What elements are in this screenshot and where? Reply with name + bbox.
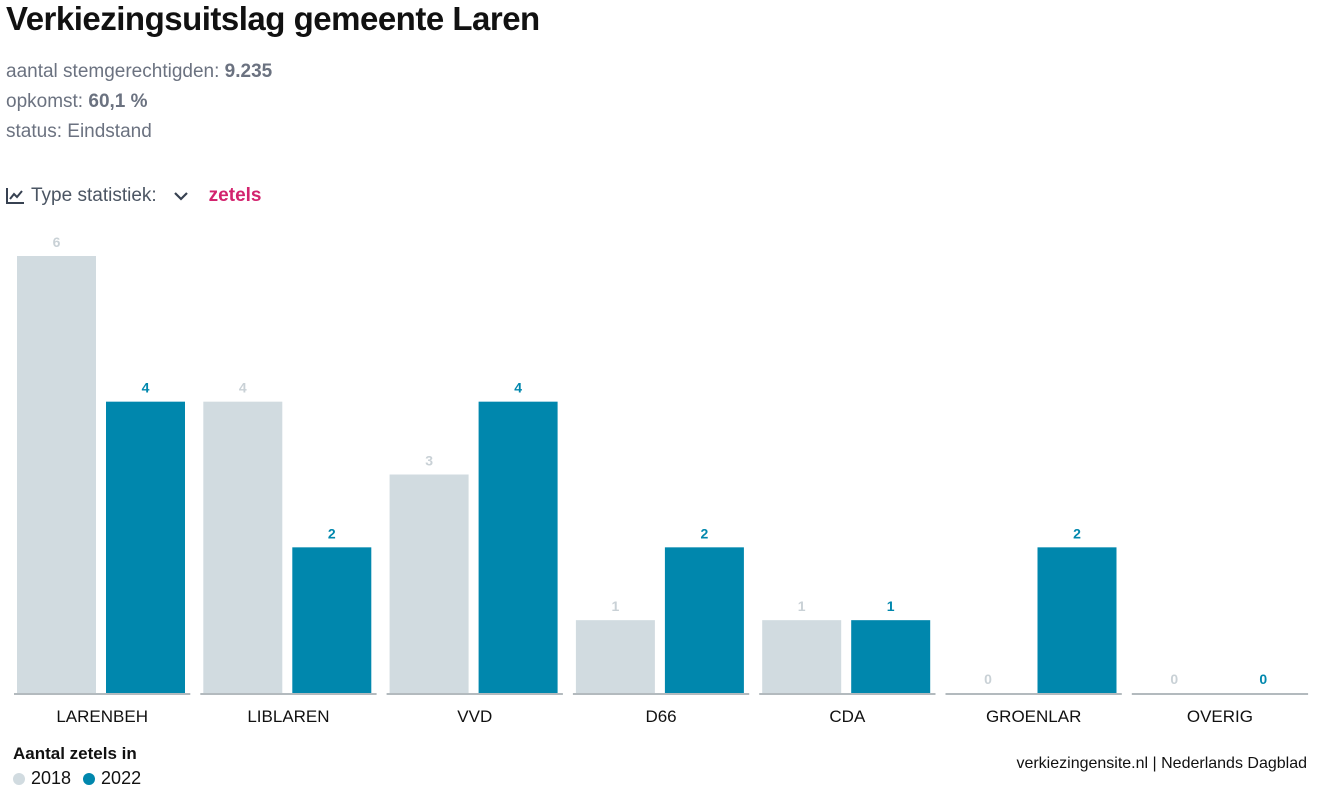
stat-type-label: Type statistiek: bbox=[31, 185, 157, 206]
bar-2022-d66 bbox=[664, 547, 744, 693]
category-label-liblaren: LIBLAREN bbox=[247, 707, 329, 726]
bar-chart: 6 4 LARENBEH 4 2 LIBLAREN 3 4 VVD 1 2 D66 1 1 CDA 0 2 GRO… bbox=[14, 234, 1309, 726]
stat-type-value[interactable]: zetels bbox=[208, 185, 262, 206]
legend-dot-2018 bbox=[13, 772, 25, 785]
category-label-overig: OVERIG bbox=[1187, 707, 1253, 726]
stat-type-selector[interactable]: Type statistiek: zetels bbox=[5, 185, 261, 207]
legend-title: Aantal zetels in bbox=[13, 744, 137, 763]
category-label-d66: D66 bbox=[645, 707, 676, 726]
voters-value: 9.235 bbox=[224, 61, 273, 82]
category-label-vvd: VVD bbox=[457, 707, 492, 726]
voters-label: aantal stemgerechtigden: bbox=[6, 61, 220, 82]
data-label-2022-groenlar: 2 bbox=[1073, 525, 1081, 541]
data-label-2018-d66: 1 bbox=[612, 598, 620, 614]
data-label-2022-liblaren: 2 bbox=[328, 525, 336, 541]
bar-2018-vvd bbox=[389, 474, 469, 693]
data-label-2018-vvd: 3 bbox=[425, 453, 433, 469]
turnout-label: opkomst: bbox=[6, 91, 84, 112]
bar-2022-vvd bbox=[478, 401, 558, 693]
bar-2018-liblaren bbox=[203, 401, 283, 693]
data-label-2018-cda: 1 bbox=[798, 598, 806, 614]
category-label-cda: CDA bbox=[829, 707, 866, 726]
bar-2022-groenlar bbox=[1037, 547, 1117, 693]
data-label-2018-overig: 0 bbox=[1170, 671, 1178, 687]
data-label-2022-vvd: 4 bbox=[514, 380, 522, 396]
legend-dot-2022 bbox=[83, 772, 96, 785]
line-chart-icon bbox=[6, 188, 24, 204]
data-label-2018-groenlar: 0 bbox=[984, 671, 992, 687]
bar-2022-cda bbox=[851, 620, 931, 693]
status-label: status: bbox=[6, 121, 62, 142]
data-label-2018-larenbeh: 6 bbox=[53, 234, 61, 250]
chevron-down-icon[interactable] bbox=[173, 190, 189, 202]
data-label-2022-overig: 0 bbox=[1259, 671, 1267, 687]
data-label-2018-liblaren: 4 bbox=[239, 380, 247, 396]
voters-info: aantal stemgerechtigden: 9.235 bbox=[6, 61, 272, 83]
legend-label-2018: 2018 bbox=[31, 768, 72, 788]
turnout-value: 60,1 % bbox=[88, 91, 148, 112]
data-label-2022-cda: 1 bbox=[887, 598, 895, 614]
status-info: status: Eindstand bbox=[6, 121, 152, 143]
legend-label-2022: 2022 bbox=[101, 768, 142, 788]
bar-2018-d66 bbox=[575, 620, 655, 693]
status-value: Eindstand bbox=[67, 121, 152, 142]
category-label-larenbeh: LARENBEH bbox=[56, 707, 148, 726]
bar-2018-cda bbox=[762, 620, 842, 693]
bar-2022-liblaren bbox=[292, 547, 372, 693]
turnout-info: opkomst: 60,1 % bbox=[6, 91, 148, 113]
data-label-2022-d66: 2 bbox=[701, 525, 709, 541]
category-label-groenlar: GROENLAR bbox=[986, 707, 1081, 726]
page-title: Verkiezingsuitslag gemeente Laren bbox=[6, 0, 540, 37]
bar-2022-larenbeh bbox=[106, 401, 185, 693]
data-label-2022-larenbeh: 4 bbox=[142, 380, 150, 396]
bar-2018-larenbeh bbox=[17, 256, 96, 693]
source-credit: verkiezingensite.nl | Nederlands Dagblad bbox=[1016, 755, 1307, 772]
legend: 2018 2022 bbox=[13, 768, 141, 789]
